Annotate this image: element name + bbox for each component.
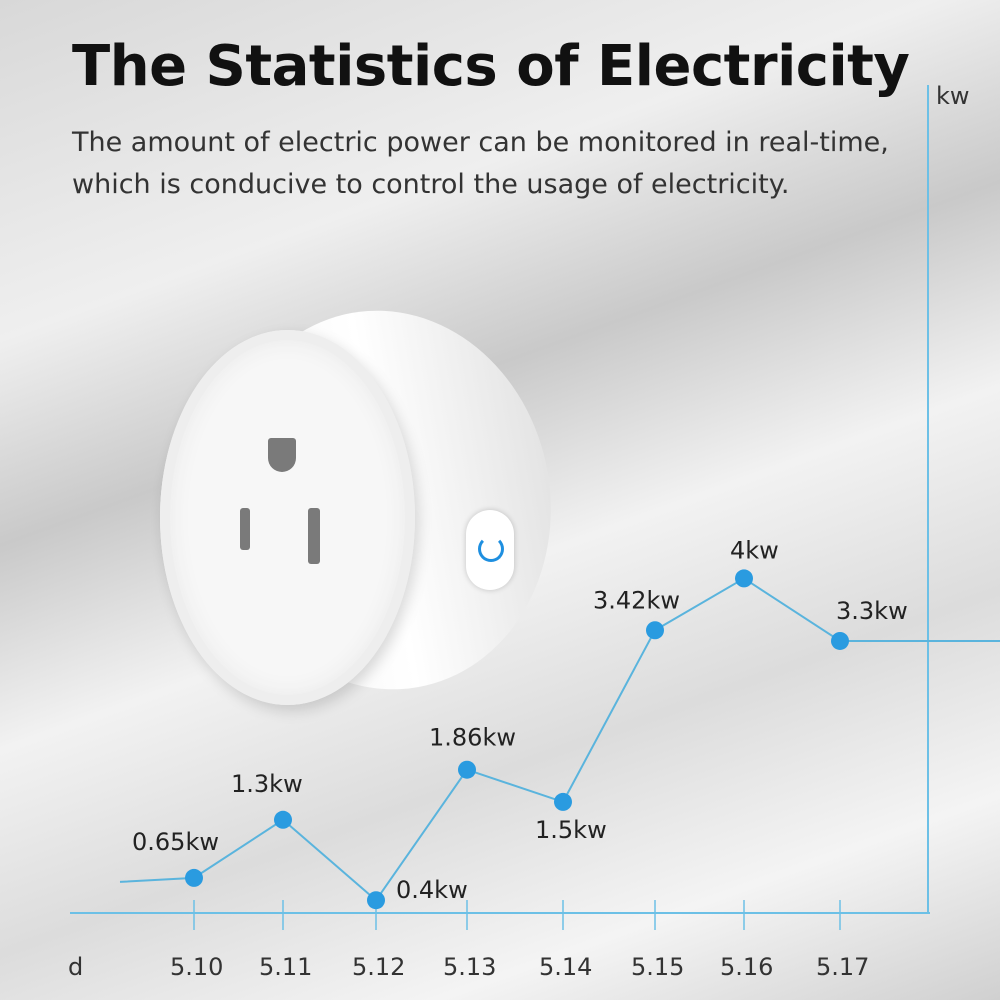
x-tick-label: 5.17 — [816, 953, 869, 981]
data-label: 1.3kw — [231, 770, 303, 798]
data-point — [735, 569, 753, 588]
page-title: The Statistics of Electricity — [72, 34, 910, 99]
data-label: 4kw — [730, 536, 779, 564]
series-line — [119, 577, 1000, 902]
data-point — [831, 631, 849, 650]
x-tick-label: 5.13 — [443, 953, 496, 981]
data-point — [458, 760, 476, 779]
x-axis-label: d — [68, 953, 83, 981]
data-label: 0.65kw — [132, 828, 219, 856]
power-icon — [466, 510, 514, 590]
page-subtitle: The amount of electric power can be moni… — [72, 127, 889, 200]
data-label: 3.42kw — [593, 586, 680, 614]
data-point — [274, 810, 292, 829]
data-label: 3.3kw — [836, 597, 908, 625]
data-point — [646, 621, 664, 640]
x-tick-label: 5.15 — [631, 953, 684, 981]
x-tick-label: 5.12 — [352, 953, 405, 981]
data-label: 1.5kw — [535, 816, 607, 844]
x-tick-label: 5.11 — [259, 953, 312, 981]
data-point — [367, 891, 385, 910]
smart-plug-image — [160, 284, 581, 716]
data-point — [554, 792, 572, 811]
y-axis-label: kw — [936, 82, 970, 110]
data-point — [185, 868, 203, 887]
data-label: 1.86kw — [429, 724, 516, 752]
data-label: 0.4kw — [396, 876, 468, 904]
x-tick-label: 5.14 — [539, 953, 592, 981]
x-tick-label: 5.10 — [170, 953, 223, 981]
x-tick-label: 5.16 — [720, 953, 773, 981]
